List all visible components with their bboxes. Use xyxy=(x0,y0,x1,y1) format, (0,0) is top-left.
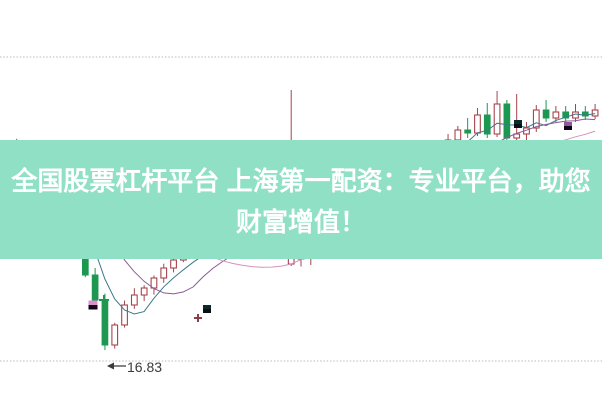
svg-text:16.83: 16.83 xyxy=(127,359,162,375)
